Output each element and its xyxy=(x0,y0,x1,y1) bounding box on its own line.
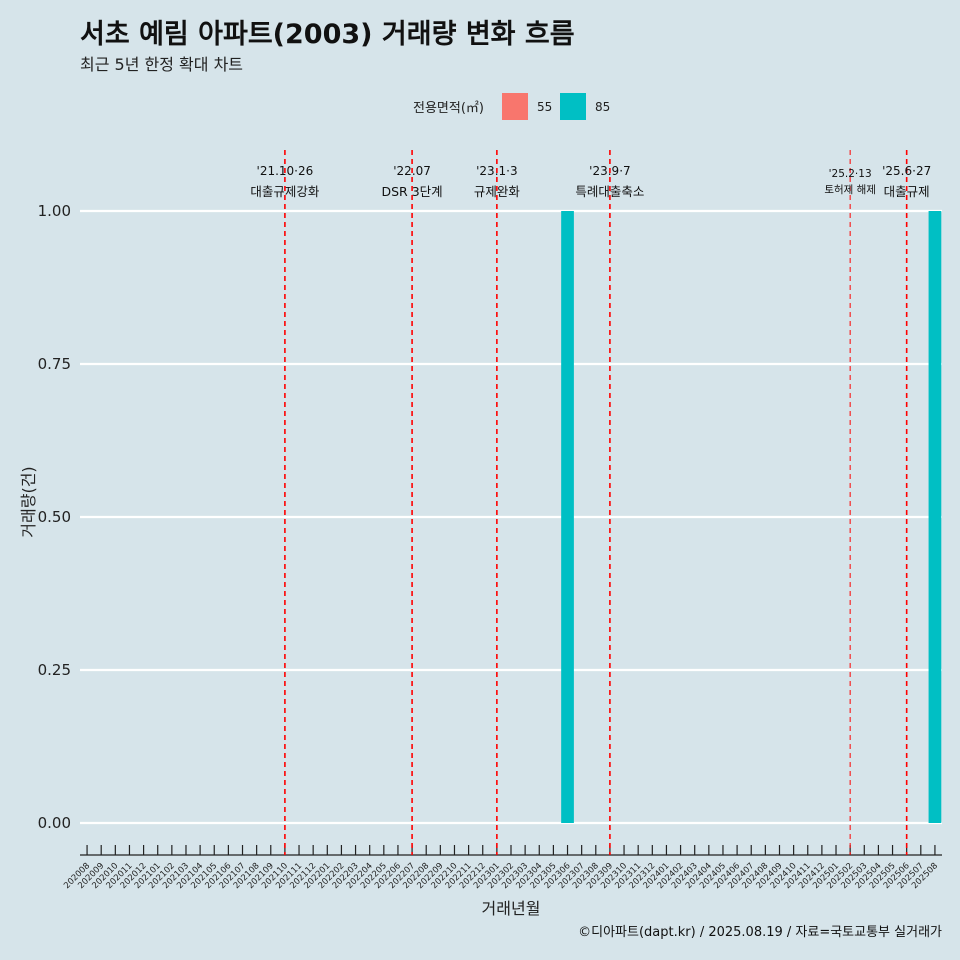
legend-title: 전용면적(㎡) xyxy=(413,101,484,116)
y-tick-label: 1.00 xyxy=(38,202,71,220)
x-axis-title: 거래년월 xyxy=(482,899,541,918)
legend-label-85: 85 xyxy=(595,100,610,114)
y-tick-label: 0.00 xyxy=(38,814,71,832)
event-date: '22.07 xyxy=(393,164,431,178)
legend-swatch-55 xyxy=(502,93,528,120)
event-date: '25.6·27 xyxy=(882,164,931,178)
legend: 전용면적(㎡) 55 85 xyxy=(413,93,610,120)
chart-title: 서초 예림 아파트(2003) 거래량 변화 흐름 xyxy=(80,19,575,50)
caption: ©디아파트(dapt.kr) / 2025.08.19 / 자료=국토교통부 실… xyxy=(578,925,942,940)
event-date: '23.9·7 xyxy=(589,164,630,178)
plot-area: 0.000.250.500.751.0020200820200920201020… xyxy=(38,150,942,891)
event-label: 토허제 해제 xyxy=(824,183,876,196)
event-label: 특례대출축소 xyxy=(575,184,644,199)
chart-subtitle: 최근 5년 한정 확대 차트 xyxy=(80,55,243,74)
event-label: 규제완화 xyxy=(474,184,521,199)
y-tick-label: 0.75 xyxy=(38,355,71,373)
y-tick-label: 0.50 xyxy=(38,508,71,526)
bar-85-202306 xyxy=(561,211,574,823)
legend-swatch-85 xyxy=(560,93,586,120)
event-date: '21.10·26 xyxy=(257,164,314,178)
y-tick-label: 0.25 xyxy=(38,661,71,679)
event-label: 대출규제강화 xyxy=(250,184,320,199)
y-axis-title: 거래량(건) xyxy=(19,466,38,537)
event-date: '23.1·3 xyxy=(476,164,517,178)
legend-label-55: 55 xyxy=(537,100,552,114)
event-label: DSR 3단계 xyxy=(381,184,442,199)
event-label: 대출규제 xyxy=(884,184,930,199)
event-date: '25.2·13 xyxy=(829,168,872,180)
bar-85-202508 xyxy=(928,211,942,823)
